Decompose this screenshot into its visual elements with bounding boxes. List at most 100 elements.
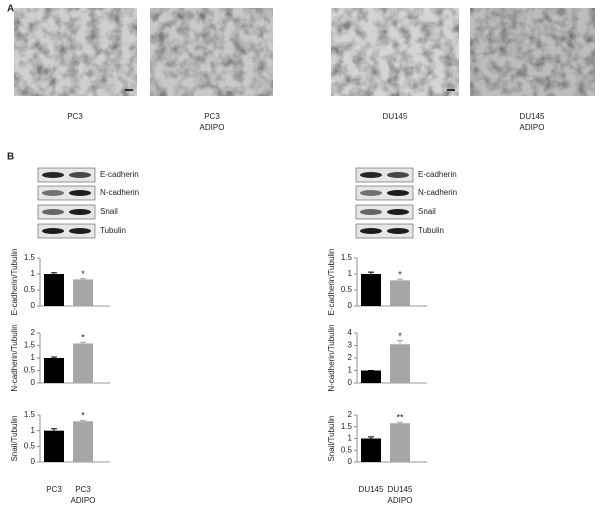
y-tick-label: 0 [31, 457, 36, 466]
y-tick-label: 1.5 [341, 422, 353, 431]
y-tick-label: 2 [348, 410, 353, 419]
micrograph [470, 8, 595, 96]
y-tick-label: 1.5 [24, 253, 36, 262]
bar [361, 370, 381, 383]
blot-box [37, 204, 96, 220]
y-tick-label: 0 [31, 301, 36, 310]
y-tick-label: 0.5 [24, 441, 36, 450]
error-bar [397, 340, 403, 345]
blot-band [42, 172, 64, 178]
panel-label: A [7, 4, 14, 15]
significance-mark: * [81, 269, 85, 279]
y-tick-label: 1 [348, 434, 353, 443]
x-tick-label: PC3 ADIPO [70, 485, 96, 505]
y-tick-label: 1.5 [24, 410, 36, 419]
error-bar [397, 421, 403, 424]
y-tick-label: 0.5 [341, 285, 353, 294]
blot-box [355, 223, 414, 239]
blot-label: Tubulin [100, 226, 126, 235]
bar [73, 279, 93, 306]
y-tick-label: 1.5 [24, 341, 36, 350]
blot-label: Snail [100, 207, 118, 216]
bar [390, 423, 410, 462]
y-tick-label: 1 [348, 366, 353, 375]
y-tick-label: 0 [31, 378, 36, 387]
y-axis-label: Snail/Tubulin [327, 416, 336, 462]
bar [73, 343, 93, 383]
blot-box [37, 167, 96, 183]
error-bar [397, 278, 403, 281]
y-axis-label: Snail/Tubulin [10, 416, 19, 462]
y-tick-label: 4 [348, 328, 353, 337]
significance-mark: * [398, 269, 402, 279]
x-tick-label: PC3 [46, 485, 62, 494]
x-tick-label: DU145 ADIPO [387, 485, 413, 505]
significance-mark: ** [396, 413, 404, 423]
y-axis-label: E-cadherin/Tubulin [10, 249, 19, 316]
bar [73, 421, 93, 462]
y-tick-label: 0.5 [341, 445, 353, 454]
blot-box [37, 185, 96, 201]
y-tick-label: 0.5 [24, 366, 36, 375]
y-axis-label: E-cadherin/Tubulin [327, 249, 336, 316]
blot-label: E-cadherin [418, 170, 457, 179]
significance-mark: * [81, 411, 85, 421]
blot-box [355, 204, 414, 220]
error-bar [51, 428, 57, 431]
blot-band [387, 190, 409, 196]
blot-band [69, 209, 91, 215]
blot-label: Snail [418, 207, 436, 216]
micrograph [150, 8, 273, 96]
blot-band [387, 209, 409, 215]
y-axis-label: N-cadherin/Tubulin [10, 324, 19, 391]
significance-mark: * [81, 333, 85, 343]
image-caption: PC3 [67, 112, 83, 121]
micrographs [14, 8, 595, 96]
error-bar [368, 436, 374, 439]
y-tick-label: 0 [348, 378, 353, 387]
y-tick-label: 0.5 [24, 285, 36, 294]
blot-box [37, 223, 96, 239]
micrograph [331, 8, 459, 96]
blot-label: N-cadherin [418, 188, 457, 197]
blot-band [360, 209, 382, 215]
y-tick-label: 1.5 [341, 253, 353, 262]
bar [361, 438, 381, 462]
error-bar [368, 271, 374, 274]
blot-label: Tubulin [418, 226, 444, 235]
y-tick-label: 0 [348, 457, 353, 466]
significance-mark: * [398, 331, 402, 341]
y-tick-label: 3 [348, 341, 353, 350]
bar [44, 274, 64, 306]
bar [390, 344, 410, 383]
bar [44, 430, 64, 462]
y-tick-label: 2 [348, 353, 353, 362]
image-caption: DU145 ADIPO [519, 112, 545, 132]
bar [361, 274, 381, 306]
blot-band [42, 228, 64, 234]
x-tick-label: DU145 [358, 485, 384, 494]
bar [44, 358, 64, 383]
blot-band [360, 228, 382, 234]
y-tick-label: 1 [31, 426, 36, 435]
error-bar [80, 278, 86, 280]
micrograph [14, 8, 137, 96]
panel-label: B [7, 152, 14, 163]
y-tick-label: 1 [31, 353, 36, 362]
error-bar [51, 272, 57, 274]
blot-label: E-cadherin [100, 170, 139, 179]
y-axis-label: N-cadherin/Tubulin [327, 324, 336, 391]
blot-band [69, 228, 91, 234]
error-bar [80, 341, 86, 344]
blot-box [355, 167, 414, 183]
y-tick-label: 1 [31, 269, 36, 278]
blot-band [387, 228, 409, 234]
error-bar [80, 419, 86, 422]
blot-label: N-cadherin [100, 188, 139, 197]
y-tick-label: 2 [31, 328, 36, 337]
blot-band [42, 209, 64, 215]
blot-band [387, 172, 409, 178]
blot-box [355, 185, 414, 201]
